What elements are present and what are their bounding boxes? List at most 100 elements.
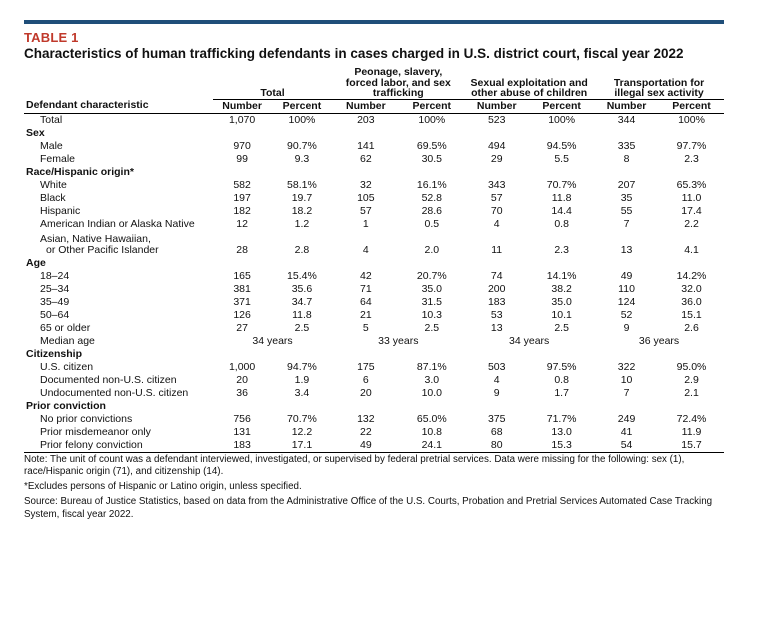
row-label: No prior convictions [40, 412, 133, 425]
number-cell: 335 [617, 139, 636, 152]
percent-cell: 3.0 [424, 373, 440, 386]
percent-cell: 100% [548, 113, 576, 126]
percent-cell: 72.4% [676, 412, 707, 425]
percent-cell: 10.8 [421, 425, 442, 438]
number-cell: 197 [233, 191, 251, 204]
table-body: Total 1,070 100% 203 100% 523 100% 344 100% Sex Ma… [24, 113, 724, 452]
number-cell: 22 [360, 425, 372, 438]
number-cell: 62 [360, 152, 372, 165]
number-cell: 105 [357, 191, 375, 204]
percent-cell: 20.7% [416, 269, 447, 282]
table-row: Prior felony conviction 183 17.1 49 24.1 80 15… [24, 439, 724, 452]
row-label: 35–49 [40, 295, 70, 308]
number-cell: 141 [357, 139, 375, 152]
number-cell: 49 [360, 438, 372, 451]
number-cell: 970 [233, 139, 251, 152]
percent-cell: 0.8 [554, 217, 569, 230]
row-label: White [40, 178, 67, 191]
section-row: Sex [24, 127, 724, 140]
number-cell: 8 [623, 152, 630, 165]
section-heading: Sex [26, 126, 45, 139]
section-heading: Citizenship [26, 347, 83, 360]
number-cell: 322 [617, 360, 636, 373]
row-label-line: or Other Pacific Islander [46, 244, 159, 256]
number-cell: 41 [620, 425, 633, 438]
row-label: Hispanic [40, 204, 81, 217]
percent-cell: 10.0 [421, 386, 442, 399]
percent-cell: 19.7 [291, 191, 313, 204]
percent-cell: 14.2% [676, 269, 707, 282]
percent-cell: 2.8 [294, 243, 310, 256]
table-container: TABLE 1 Characteristics of human traffic… [24, 20, 724, 524]
number-cell: 20 [236, 373, 248, 386]
number-cell: 131 [233, 425, 251, 438]
percent-cell: 2.5 [294, 321, 310, 334]
number-cell: 183 [233, 438, 251, 451]
number-cell: 503 [487, 360, 506, 373]
number-cell: 6 [362, 373, 369, 386]
section-row: Prior conviction [24, 400, 724, 413]
percent-cell: 95.0% [676, 360, 707, 373]
median-value: 33 years [378, 334, 419, 347]
percent-cell: 35.0 [421, 282, 442, 295]
percent-cell: 4.1 [684, 243, 699, 256]
col-header-percent: Percent [659, 99, 724, 114]
note-text: Note: The unit of count was a defendant … [24, 453, 685, 477]
percent-cell: 24.1 [421, 438, 442, 451]
col-header-percent: Percent [529, 99, 595, 114]
percent-cell: 100% [678, 113, 705, 126]
median-value: 34 years [509, 334, 550, 347]
number-cell: 756 [233, 412, 251, 425]
row-label: Male [40, 139, 63, 152]
percent-cell: 69.5% [416, 139, 447, 152]
number-cell: 80 [490, 438, 503, 451]
row-label: Prior felony conviction [40, 438, 143, 451]
group-header-total: Total [212, 67, 333, 100]
group-header-transportation-text: Transportation for illegal sex activity [613, 76, 705, 99]
row-label: Undocumented non-U.S. citizen [40, 386, 189, 399]
percent-cell: 11.8 [292, 308, 312, 321]
percent-cell: 65.3% [676, 178, 707, 191]
group-header-sexual-exploitation-text: Sexual exploitation and other abuse of c… [470, 76, 588, 99]
number-cell: 99 [236, 152, 248, 165]
table-row: Hispanic 182 18.2 57 28.6 70 14.4 55 17.4 [24, 205, 724, 218]
number-cell: 20 [360, 386, 372, 399]
row-label: U.S. citizen [40, 360, 94, 373]
number-cell: 183 [487, 295, 506, 308]
percent-cell: 32.0 [681, 282, 702, 295]
percent-cell: 17.1 [291, 438, 313, 451]
percent-cell: 15.1 [681, 308, 702, 321]
row-label: Prior misdemeanor only [40, 425, 151, 438]
number-cell: 1 [362, 217, 369, 230]
percent-cell: 65.0% [416, 412, 447, 425]
percent-cell: 5.5 [554, 152, 569, 165]
median-value: 34 years [252, 334, 293, 347]
number-cell: 11 [491, 243, 503, 256]
percent-cell: 2.0 [424, 243, 440, 256]
source-text: Source: Bureau of Justice Statistics, ba… [24, 496, 713, 520]
percent-cell: 2.9 [684, 373, 699, 386]
percent-cell: 34.7 [291, 295, 313, 308]
percent-cell: 16.1% [416, 178, 447, 191]
percent-cell: 70.7% [546, 178, 577, 191]
percent-cell: 90.7% [287, 139, 317, 152]
number-cell: 9 [493, 386, 500, 399]
total-row: Total 1,070 100% 203 100% 523 100% 344 100% [24, 113, 724, 127]
percent-cell: 87.1% [416, 360, 447, 373]
table-row: Male 970 90.7% 141 69.5% 494 94.5% 335 97.7% [24, 140, 724, 153]
table-label: TABLE 1 [24, 30, 79, 45]
number-cell: 27 [236, 321, 248, 334]
number-cell: 1,070 [228, 113, 256, 126]
percent-cell: 13.0 [551, 425, 572, 438]
footnote-text: *Excludes persons of Hispanic or Latino … [24, 481, 302, 493]
percent-cell: 14.1% [546, 269, 577, 282]
number-cell: 71 [360, 282, 372, 295]
number-cell: 165 [233, 269, 251, 282]
number-cell: 54 [620, 438, 633, 451]
number-cell: 32 [360, 178, 372, 191]
header-sub-row: Defendant characteristic Number Percent … [24, 99, 724, 114]
percent-cell: 52.8 [421, 191, 442, 204]
number-cell: 203 [357, 113, 375, 126]
percent-cell: 15.7 [681, 438, 702, 451]
row-label: Median age [40, 334, 95, 347]
